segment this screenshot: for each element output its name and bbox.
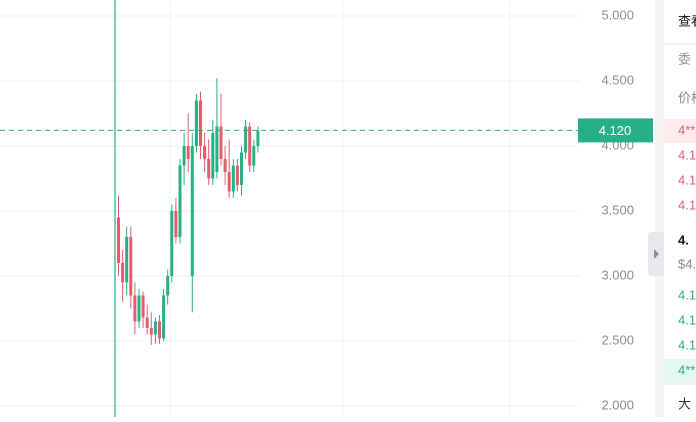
grid: [0, 15, 580, 407]
candle-body: [153, 321, 157, 335]
price-label: 价格: [678, 90, 696, 105]
candle-body: [227, 171, 231, 192]
candle-body: [203, 145, 207, 159]
tab[interactable]: 委: [678, 51, 691, 66]
candle-body: [158, 321, 161, 339]
y-tick-label: 2.500: [601, 332, 634, 347]
candle-body: [121, 262, 125, 283]
candle-body: [117, 217, 120, 263]
candle-body: [149, 327, 153, 335]
y-tick-label: 2.000: [601, 397, 634, 412]
bid-price: 4.1: [678, 287, 696, 302]
candle-body: [133, 295, 137, 322]
collapse-arrow: [654, 249, 659, 259]
last-price-box: [578, 118, 653, 143]
candle-body: [166, 275, 170, 296]
bid-price: 4**: [678, 362, 695, 377]
order-book: 4** 4.1 4.1 4.1 4.1 4.1 4.1 4**: [678, 122, 696, 377]
bid-price: 4.1: [678, 337, 696, 352]
candle-body: [240, 152, 243, 185]
panel-header[interactable]: 查看: [678, 13, 696, 28]
candle-body: [125, 236, 129, 283]
candle-body: [145, 317, 149, 328]
candle-body: [186, 145, 190, 159]
candle-body: [182, 145, 186, 166]
candle-body: [231, 165, 235, 192]
candle-body: [162, 295, 166, 339]
candle-body: [252, 145, 256, 166]
candle-body: [223, 158, 227, 172]
candle-body: [174, 210, 178, 237]
candle-body: [178, 165, 182, 237]
ask-price: 4.1: [678, 147, 696, 162]
candle-body: [199, 100, 202, 146]
y-tick-label: 3.500: [601, 202, 634, 217]
candle-body: [215, 126, 219, 172]
ask-price: 4.1: [678, 197, 696, 212]
candle-body: [194, 100, 198, 146]
ask-price: 4**: [678, 122, 695, 137]
footer: 大: [678, 396, 691, 411]
last-price: 4.: [678, 232, 689, 247]
candle-body: [141, 295, 145, 318]
candle-body: [137, 295, 141, 322]
y-tick-label: 3.000: [601, 267, 634, 282]
bid-price: 4.1: [678, 312, 696, 327]
candle-body: [129, 236, 133, 296]
y-tick-label: 4.500: [601, 72, 634, 87]
candle-body: [190, 145, 194, 276]
candle-body: [211, 132, 215, 179]
candle-body: [248, 126, 252, 166]
ask-highlight: [664, 119, 696, 143]
candle-body: [244, 126, 248, 153]
candle-body: [170, 210, 174, 276]
panel-divider: [655, 0, 664, 417]
candle-body: [219, 126, 223, 159]
ask-price: 4.1: [678, 172, 696, 187]
bid-highlight: [664, 359, 696, 383]
candles: [117, 78, 260, 345]
candle-body: [256, 130, 260, 146]
last-price-label: 4.120: [599, 123, 632, 138]
last-price-usd: $4.: [678, 256, 696, 271]
candle-body: [207, 158, 211, 179]
candle-body: [235, 165, 239, 185]
chart-area: [0, 0, 580, 417]
y-tick-label: 5.000: [601, 7, 634, 22]
